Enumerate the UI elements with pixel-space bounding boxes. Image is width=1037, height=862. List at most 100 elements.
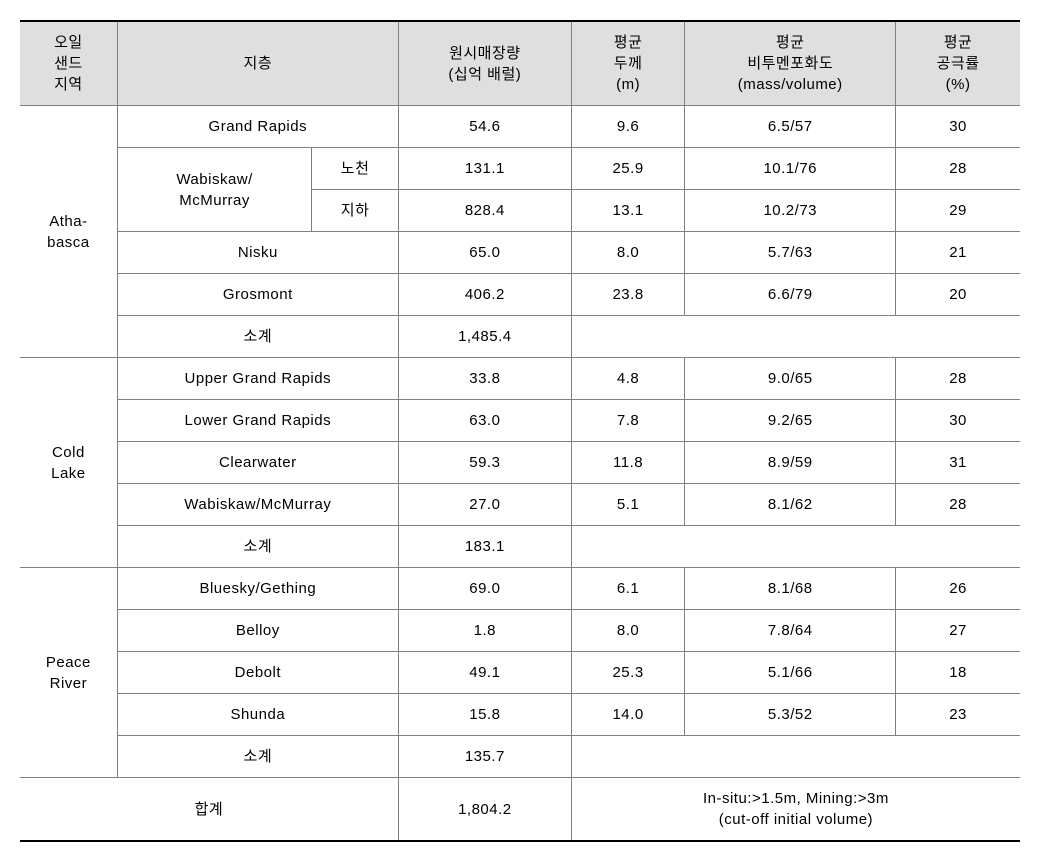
cell-porosity: 31: [896, 442, 1020, 484]
cell-reserve: 63.0: [398, 400, 571, 442]
cell-saturation: 10.2/73: [685, 190, 896, 232]
cell-thickness: 25.3: [571, 652, 685, 694]
cell-saturation: 9.0/65: [685, 358, 896, 400]
cell-saturation: 8.9/59: [685, 442, 896, 484]
cell-subtotal-label: 소계: [117, 526, 398, 568]
header-saturation: 평균비투멘포화도(mass/volume): [685, 21, 896, 106]
cell-thickness: 8.0: [571, 610, 685, 652]
table-row: Clearwater 59.3 11.8 8.9/59 31: [20, 442, 1020, 484]
table-row: Debolt 49.1 25.3 5.1/66 18: [20, 652, 1020, 694]
cell-reserve: 49.1: [398, 652, 571, 694]
header-thickness: 평균두께(m): [571, 21, 685, 106]
cell-formation: Grosmont: [117, 274, 398, 316]
cell-formation-sub: 노천: [312, 148, 399, 190]
oil-sands-table: 오일샌드지역 지층 원시매장량(십억 배럴) 평균두께(m) 평균비투멘포화도(…: [20, 20, 1020, 842]
cell-saturation: 5.7/63: [685, 232, 896, 274]
cell-subtotal-reserve: 1,485.4: [398, 316, 571, 358]
cell-thickness: 13.1: [571, 190, 685, 232]
cell-formation: Wabiskaw/McMurray: [117, 484, 398, 526]
cell-subtotal-reserve: 183.1: [398, 526, 571, 568]
cell-porosity: 30: [896, 106, 1020, 148]
table-row-subtotal: 소계 135.7: [20, 736, 1020, 778]
cell-saturation: 10.1/76: [685, 148, 896, 190]
cell-porosity: 26: [896, 568, 1020, 610]
cell-porosity: 18: [896, 652, 1020, 694]
header-region: 오일샌드지역: [20, 21, 117, 106]
table-row: Lower Grand Rapids 63.0 7.8 9.2/65 30: [20, 400, 1020, 442]
cell-porosity: 23: [896, 694, 1020, 736]
table-row: Belloy 1.8 8.0 7.8/64 27: [20, 610, 1020, 652]
cell-saturation: 6.6/79: [685, 274, 896, 316]
cell-porosity: 27: [896, 610, 1020, 652]
table-row-subtotal: 소계 1,485.4: [20, 316, 1020, 358]
cell-formation: Clearwater: [117, 442, 398, 484]
cell-formation: Nisku: [117, 232, 398, 274]
region-athabasca: Atha-basca: [20, 106, 117, 358]
cell-reserve: 59.3: [398, 442, 571, 484]
cell-porosity: 28: [896, 358, 1020, 400]
table-row: Wabiskaw/McMurray 노천 131.1 25.9 10.1/76 …: [20, 148, 1020, 190]
cell-porosity: 28: [896, 148, 1020, 190]
cell-total-reserve: 1,804.2: [398, 778, 571, 842]
header-reserve: 원시매장량(십억 배럴): [398, 21, 571, 106]
cell-thickness: 14.0: [571, 694, 685, 736]
cell-formation: Shunda: [117, 694, 398, 736]
cell-formation: Grand Rapids: [117, 106, 398, 148]
cell-thickness: 25.9: [571, 148, 685, 190]
table-row-total: 합계 1,804.2 In-situ:>1.5m, Mining:>3m(cut…: [20, 778, 1020, 842]
cell-formation: Lower Grand Rapids: [117, 400, 398, 442]
cell-reserve: 406.2: [398, 274, 571, 316]
cell-formation: Belloy: [117, 610, 398, 652]
table-row: ColdLake Upper Grand Rapids 33.8 4.8 9.0…: [20, 358, 1020, 400]
cell-saturation: 5.3/52: [685, 694, 896, 736]
cell-formation-sub: 지하: [312, 190, 399, 232]
cell-saturation: 7.8/64: [685, 610, 896, 652]
cell-porosity: 29: [896, 190, 1020, 232]
cell-formation-main: Wabiskaw/McMurray: [117, 148, 312, 232]
cell-empty: [571, 316, 1020, 358]
table-row-subtotal: 소계 183.1: [20, 526, 1020, 568]
cell-thickness: 4.8: [571, 358, 685, 400]
cell-thickness: 6.1: [571, 568, 685, 610]
cell-saturation: 8.1/62: [685, 484, 896, 526]
cell-saturation: 6.5/57: [685, 106, 896, 148]
table-row: Shunda 15.8 14.0 5.3/52 23: [20, 694, 1020, 736]
cell-reserve: 69.0: [398, 568, 571, 610]
cell-reserve: 65.0: [398, 232, 571, 274]
cell-reserve: 27.0: [398, 484, 571, 526]
cell-porosity: 30: [896, 400, 1020, 442]
cell-empty: [571, 736, 1020, 778]
cell-reserve: 828.4: [398, 190, 571, 232]
cell-saturation: 8.1/68: [685, 568, 896, 610]
region-peaceriver: PeaceRiver: [20, 568, 117, 778]
cell-formation: Bluesky/Gething: [117, 568, 398, 610]
cell-thickness: 11.8: [571, 442, 685, 484]
cell-thickness: 23.8: [571, 274, 685, 316]
cell-empty: [571, 526, 1020, 568]
table-row: Atha-basca Grand Rapids 54.6 9.6 6.5/57 …: [20, 106, 1020, 148]
header-formation: 지층: [117, 21, 398, 106]
cell-reserve: 1.8: [398, 610, 571, 652]
cell-reserve: 131.1: [398, 148, 571, 190]
header-porosity: 평균공극률(%): [896, 21, 1020, 106]
cell-subtotal-reserve: 135.7: [398, 736, 571, 778]
table-row: Grosmont 406.2 23.8 6.6/79 20: [20, 274, 1020, 316]
cell-subtotal-label: 소계: [117, 316, 398, 358]
table-row: PeaceRiver Bluesky/Gething 69.0 6.1 8.1/…: [20, 568, 1020, 610]
cell-formation: Debolt: [117, 652, 398, 694]
cell-subtotal-label: 소계: [117, 736, 398, 778]
cell-total-note: In-situ:>1.5m, Mining:>3m(cut-off initia…: [571, 778, 1020, 842]
cell-saturation: 9.2/65: [685, 400, 896, 442]
cell-thickness: 7.8: [571, 400, 685, 442]
cell-reserve: 33.8: [398, 358, 571, 400]
cell-porosity: 21: [896, 232, 1020, 274]
cell-porosity: 28: [896, 484, 1020, 526]
cell-porosity: 20: [896, 274, 1020, 316]
cell-thickness: 8.0: [571, 232, 685, 274]
cell-reserve: 54.6: [398, 106, 571, 148]
cell-thickness: 9.6: [571, 106, 685, 148]
table-row: Wabiskaw/McMurray 27.0 5.1 8.1/62 28: [20, 484, 1020, 526]
cell-thickness: 5.1: [571, 484, 685, 526]
cell-reserve: 15.8: [398, 694, 571, 736]
cell-total-label: 합계: [20, 778, 398, 842]
